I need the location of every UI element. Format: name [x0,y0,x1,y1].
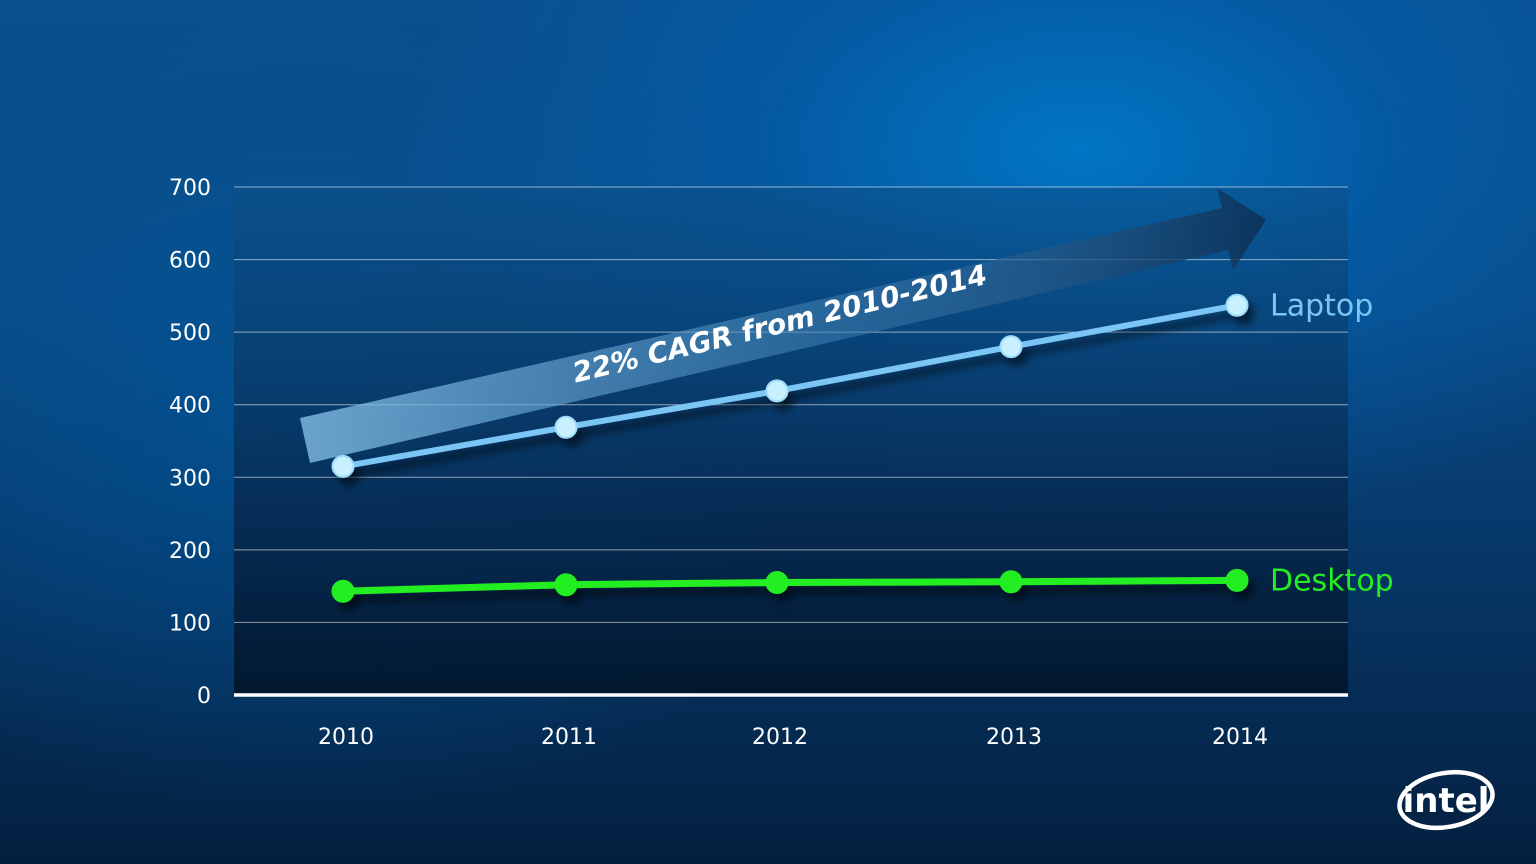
logo-wordmark: intel [1403,781,1490,821]
intel-logo: intel [1397,769,1495,831]
desktop-point [765,571,789,595]
x-tick-label: 2014 [1212,725,1268,750]
desktop-point [1225,568,1249,592]
y-tick-label: 700 [169,176,211,201]
desktop-point [331,579,355,603]
y-tick-label: 0 [197,684,211,709]
series-group [331,293,1249,603]
desktop-series-label: Desktop [1270,563,1394,598]
laptop-point [765,379,789,403]
x-tick-label: 2011 [541,725,597,750]
laptop-series [331,293,1249,478]
laptop-series-label: Laptop [1270,288,1373,323]
cagr-arrow-shape [300,188,1266,463]
x-tick-label: 2010 [318,725,374,750]
desktop-point [999,570,1023,594]
plot-area [234,187,1348,695]
logo-swoosh [1397,769,1495,831]
y-tick-label: 500 [169,321,211,346]
series-labels: Laptop Desktop [1270,288,1394,598]
laptop-point [331,454,355,478]
x-tick-label: 2013 [986,725,1042,750]
laptop-point [999,335,1023,359]
desktop-series [331,568,1249,603]
x-axis: 2010 2011 2012 2013 2014 [318,725,1268,750]
y-tick-label: 300 [169,466,211,491]
y-tick-label: 100 [169,611,211,636]
y-tick-label: 400 [169,394,211,419]
y-tick-label: 200 [169,539,211,564]
y-axis: 0 100 200 300 400 500 600 700 [169,176,211,709]
laptop-point [1225,293,1249,317]
laptop-point [554,415,578,439]
desktop-point [554,573,578,597]
y-tick-label: 600 [169,249,211,274]
x-tick-label: 2012 [752,725,808,750]
